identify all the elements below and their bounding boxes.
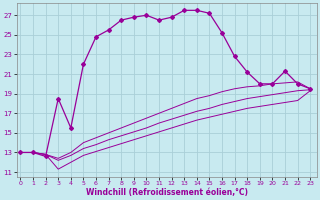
X-axis label: Windchill (Refroidissement éolien,°C): Windchill (Refroidissement éolien,°C) [85, 188, 248, 197]
